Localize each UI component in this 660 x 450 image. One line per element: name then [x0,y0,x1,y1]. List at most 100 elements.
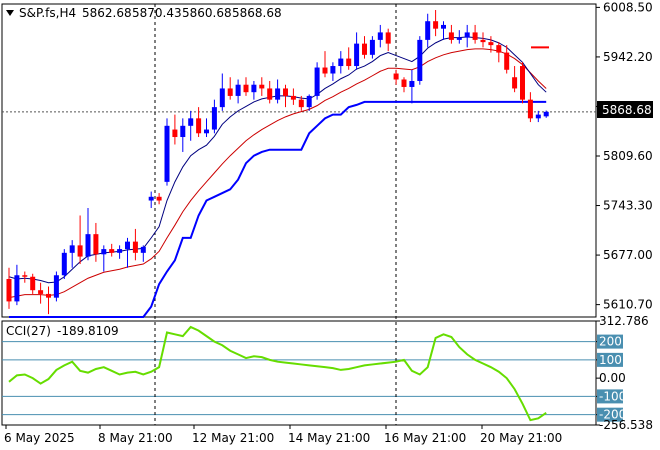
cci-level-box [597,334,623,349]
price-panel-frame [1,3,597,318]
candle [180,118,186,152]
candle [85,208,91,261]
candle-body [377,32,383,40]
candle [14,264,20,306]
high-value: 5870.43 [132,6,182,20]
candle [30,273,36,294]
candle-body [69,245,75,253]
candle-body [77,245,83,257]
trailing-stop-line [9,100,547,318]
candle-body [30,276,36,291]
candle [417,36,423,85]
candle [448,24,454,44]
candle-body [125,241,130,250]
candle-body [38,290,44,294]
candle-body [290,95,296,100]
candle [53,271,59,302]
candle [290,88,296,105]
candle-body [464,32,470,38]
candle-body [354,43,360,67]
candle [433,9,439,37]
trailing-stop-layer [9,100,547,318]
current-price-tag [597,101,653,118]
candle-body [148,196,154,201]
candle [93,222,99,262]
candle-body [46,293,51,298]
candle [148,191,154,209]
candle [393,69,399,85]
cci-level-box [597,389,623,404]
candle-body [512,77,518,89]
candle [409,69,415,104]
cci-level-box [597,352,623,367]
time-tick-label: 16 May 21:00 [384,431,466,445]
candle-body [362,43,367,55]
candle-body [132,241,138,253]
symbol-menu-triangle-icon[interactable] [6,10,14,16]
candle-body [298,99,304,108]
cci-line [8,325,547,422]
price-tick-label: 5677.00 [603,248,653,262]
candle-body [488,42,494,46]
grid-layer [2,4,596,425]
candle [283,84,288,108]
candle [425,13,431,48]
candle [251,80,257,100]
cci-level-label: -200 [599,408,626,422]
candle-body [338,58,344,67]
cci-level-box [597,407,623,422]
cci-name: CCI(27) [6,324,51,338]
candle [535,110,541,123]
candle-body [219,88,225,108]
candle [196,107,202,138]
candle [330,62,336,81]
candle [306,94,312,111]
candle [156,193,162,205]
cci-level-label: 100 [599,353,622,367]
candle-body [188,118,194,126]
candle [227,77,233,100]
time-axis: 6 May 2025 8 May 21:00 12 May 21:00 14 May … [4,425,562,445]
candle [132,228,138,261]
candle-body [14,275,20,302]
candle [38,282,44,304]
candle-body [346,58,352,67]
candle [61,249,67,279]
candle [6,267,12,309]
candle [140,245,146,262]
cci-panel-frame [1,320,597,426]
candle-body [164,125,170,182]
candle-body [275,88,281,100]
candle [362,36,367,59]
candle-body [385,32,391,44]
candle-body [527,99,533,119]
candle [117,245,123,259]
candle [219,73,225,111]
candle-body [259,84,265,89]
candle-body [53,275,59,298]
cci-axis: 312.786 200 100 0.00 -100 -200-256.538 [596,314,653,432]
candle [488,36,494,53]
candle-body [117,249,123,253]
candle [204,118,209,138]
candle-body [283,88,288,96]
cci-level-label: 200 [599,335,622,349]
candle-body [448,32,454,40]
candle [377,24,383,48]
candle-body [196,118,202,134]
candle-body [306,95,312,108]
candle [172,114,178,145]
candle [472,24,478,44]
symbol-label: S&P.fs,H4 [19,6,76,20]
candle [385,28,391,52]
candle-body [401,79,407,87]
candle [298,95,304,111]
price-tick-label: 5610.70 [603,298,653,312]
candle-body [472,32,478,40]
candle-body [243,84,249,93]
time-tick-label: 20 May 21:00 [480,431,562,445]
candle-body [235,84,241,96]
time-tick-label: 8 May 21:00 [98,431,173,445]
